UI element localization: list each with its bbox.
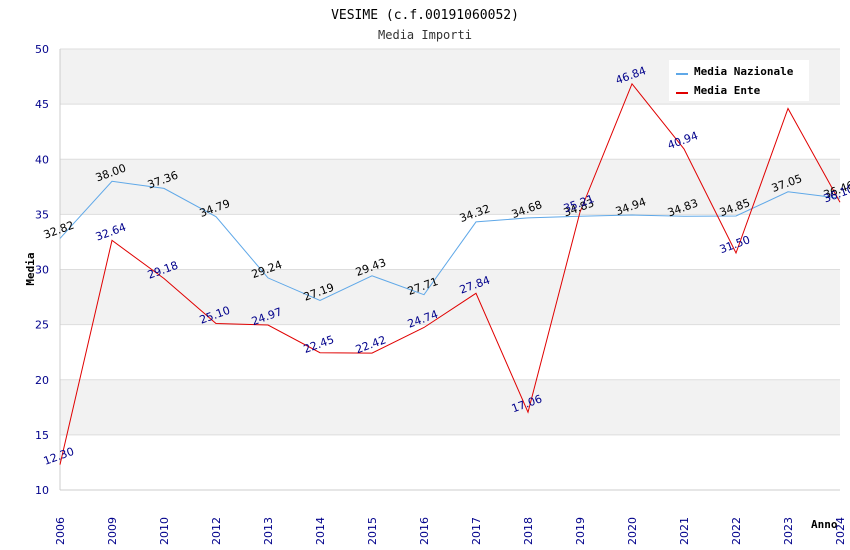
y-tick-label: 50 [35, 43, 49, 56]
grid-band [60, 434, 840, 490]
y-tick-label: 30 [35, 264, 49, 277]
legend-label-nazionale: Media Nazionale [694, 65, 794, 78]
x-tick-label: 2018 [522, 517, 535, 545]
x-tick-labels: 2006 2009 2010 2012 2013 2014 2015 2016 2017 2018… [54, 517, 847, 545]
series-line-nazionale [59, 180, 841, 302]
x-tick-label: 2023 [782, 517, 795, 545]
x-tick-label: 2022 [730, 517, 743, 545]
grid-bands [60, 49, 840, 490]
grid-band [60, 324, 840, 380]
x-tick-label: 2013 [262, 517, 275, 545]
x-tick-label: 2016 [418, 517, 431, 545]
y-tick-label: 45 [35, 98, 49, 111]
grid-band [60, 104, 840, 160]
x-tick-label: 2009 [106, 517, 119, 545]
x-tick-label: 2019 [574, 517, 587, 545]
x-axis-label: Anno [811, 518, 838, 531]
y-tick-label: 20 [35, 374, 49, 387]
x-tick-label: 2021 [678, 517, 691, 545]
y-tick-label: 40 [35, 153, 49, 166]
x-tick-label: 2020 [626, 517, 639, 545]
grid-band [60, 214, 840, 270]
y-axis-label: Media [24, 252, 37, 285]
x-tick-label: 2012 [210, 517, 223, 545]
axes [59, 49, 840, 491]
chart-subtitle: Media Importi [378, 28, 472, 42]
y-tick-label: 25 [35, 319, 49, 332]
grid-band [60, 159, 840, 215]
series-line-ente [59, 82, 841, 465]
grid-band [60, 269, 840, 325]
y-tick-labels: 10 15 20 25 30 35 40 45 50 [35, 43, 49, 497]
x-tick-label: 2010 [158, 517, 171, 545]
x-tick-label: 2014 [314, 517, 327, 545]
series-lines [59, 82, 841, 465]
x-tick-label: 2006 [54, 517, 67, 545]
chart-title: VESIME (c.f.00191060052) [331, 8, 519, 23]
x-tick-label: 2015 [366, 517, 379, 545]
x-tick-label: 2024 [834, 517, 847, 545]
legend: Media Nazionale Media Ente [669, 60, 809, 101]
legend-label-ente: Media Ente [694, 84, 761, 97]
grid-band [60, 379, 840, 435]
y-tick-label: 10 [35, 484, 49, 497]
legend-box [669, 60, 809, 101]
y-tick-label: 15 [35, 429, 49, 442]
y-tick-label: 35 [35, 208, 49, 221]
x-tick-label: 2017 [470, 517, 483, 545]
